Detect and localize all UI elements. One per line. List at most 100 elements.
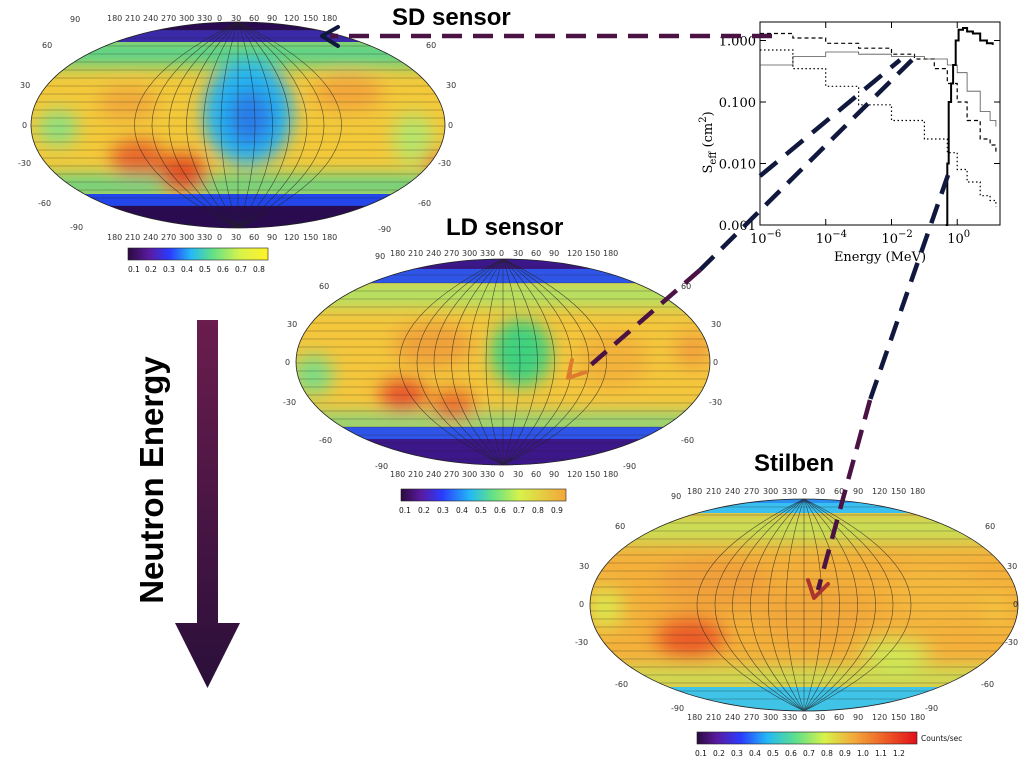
colorbar-tick: 1.1 xyxy=(875,749,887,758)
series-line xyxy=(945,27,994,226)
colorbar-tick: 0.3 xyxy=(731,749,743,758)
lon-tick: 60 xyxy=(531,249,541,258)
lon-tick: 180 xyxy=(910,487,925,496)
lat-tick: 30 xyxy=(711,320,721,329)
lon-tick: 240 xyxy=(725,713,740,722)
lat-tick: 60 xyxy=(426,41,436,50)
lon-tick: 60 xyxy=(834,487,844,496)
stilben-lon-ticks-top: 180 210 240 270 300 330 0 30 60 90 120 1… xyxy=(687,487,925,496)
ld-colorbar: 0.1 0.2 0.3 0.4 0.5 0.6 0.7 0.8 0.9 xyxy=(399,488,567,515)
lat-tick: 90 xyxy=(375,252,385,261)
colorbar-tick: 0.1 xyxy=(128,265,140,274)
lon-tick: 300 xyxy=(763,713,778,722)
lon-tick: 180 xyxy=(322,233,337,242)
colorbar-tick: 0.4 xyxy=(456,506,468,515)
lon-tick: 90 xyxy=(267,14,277,23)
lat-tick: 60 xyxy=(985,522,995,531)
stilben-lat-ticks-right: 60 30 0 -30 -60 -90 xyxy=(925,522,1018,713)
lon-tick: 60 xyxy=(249,14,259,23)
lat-tick: 60 xyxy=(319,282,329,291)
lon-tick: 270 xyxy=(744,713,759,722)
stilben-map-panel: 180 210 240 270 300 330 0 30 60 90 120 1… xyxy=(575,483,1024,768)
lon-tick: 240 xyxy=(143,233,158,242)
ld-lon-ticks-top: 180 210 240 270 300 330 0 30 60 90 120 1… xyxy=(390,249,618,258)
lon-tick: 180 xyxy=(910,713,925,722)
colorbar-tick: 0.4 xyxy=(749,749,761,758)
plot-frame xyxy=(759,21,1001,226)
series-line xyxy=(760,32,997,153)
lon-tick: 60 xyxy=(531,470,541,479)
lat-tick: 0 xyxy=(448,121,453,130)
lat-tick: -90 xyxy=(70,223,83,232)
lon-tick: 90 xyxy=(267,233,277,242)
colorbar-tick: 0.6 xyxy=(785,749,797,758)
lon-tick: 270 xyxy=(161,14,176,23)
lon-tick: 270 xyxy=(444,249,459,258)
ld-sensor-title: LD sensor xyxy=(446,214,564,241)
lon-tick: 90 xyxy=(549,470,559,479)
lat-tick: 60 xyxy=(42,41,52,50)
sd-lat-ticks-right: 60 30 0 -30 -60 -90 xyxy=(378,41,456,234)
lat-tick: -30 xyxy=(18,159,31,168)
lon-tick: 90 xyxy=(853,713,863,722)
lat-tick: 0 xyxy=(713,358,718,367)
lat-tick: 60 xyxy=(615,522,625,531)
lat-tick: -60 xyxy=(38,199,51,208)
lon-tick: 180 xyxy=(603,249,618,258)
lat-tick: 60 xyxy=(681,282,691,291)
colorbar-unit: Counts/sec xyxy=(921,734,962,743)
lat-tick: -60 xyxy=(681,436,694,445)
ld-lat-ticks-left: 90 60 30 0 -30 -60 -90 xyxy=(283,252,388,471)
lon-tick: 120 xyxy=(284,14,299,23)
colorbar-tick: 1.2 xyxy=(893,749,905,758)
lon-tick: 270 xyxy=(161,233,176,242)
lon-tick: 30 xyxy=(815,487,825,496)
lon-tick: 30 xyxy=(513,470,523,479)
lon-tick: 330 xyxy=(197,233,212,242)
lat-tick: -30 xyxy=(1005,638,1018,647)
lon-tick: 270 xyxy=(444,470,459,479)
stilben-lon-ticks-bottom: 180 210 240 270 300 330 0 30 60 90 120 1… xyxy=(687,713,925,722)
lon-tick: 30 xyxy=(815,713,825,722)
lon-tick: 330 xyxy=(782,487,797,496)
sd-colorbar: 0.1 0.2 0.3 0.4 0.5 0.6 0.7 0.8 xyxy=(127,247,269,274)
colorbar-tick: 0.5 xyxy=(475,506,487,515)
lat-tick: 30 xyxy=(287,320,297,329)
lon-tick: 180 xyxy=(322,14,337,23)
lat-tick: 30 xyxy=(1007,562,1017,571)
lon-tick: 330 xyxy=(480,470,495,479)
ld-map: 180 210 240 270 300 330 0 30 60 90 120 1… xyxy=(283,249,722,515)
lat-tick: -30 xyxy=(283,398,296,407)
lat-tick: 0 xyxy=(579,600,584,609)
lon-tick: 180 xyxy=(390,470,405,479)
colorbar-tick: 0.1 xyxy=(695,749,707,758)
colorbar-tick: 0.9 xyxy=(839,749,851,758)
lat-tick: -60 xyxy=(615,680,628,689)
lon-tick: 330 xyxy=(782,713,797,722)
sd-map-panel: 180 210 240 270 300 330 0 30 60 90 120 1… xyxy=(18,8,458,278)
neutron-energy-label: Neutron Energy xyxy=(133,356,170,604)
lat-tick: -30 xyxy=(438,159,451,168)
lon-tick: 30 xyxy=(231,14,241,23)
lat-tick: 30 xyxy=(20,81,30,90)
lat-tick: -90 xyxy=(925,704,938,713)
lon-tick: 300 xyxy=(462,470,477,479)
lat-tick: -60 xyxy=(319,436,332,445)
colorbar-tick: 0.3 xyxy=(163,265,175,274)
lon-tick: 0 xyxy=(217,14,222,23)
lat-tick: -60 xyxy=(418,199,431,208)
lon-tick: 210 xyxy=(706,713,721,722)
sd-lat-ticks-left: 90 60 30 0 -30 -60 -90 xyxy=(18,15,83,232)
lat-tick: 30 xyxy=(579,562,589,571)
x-tick-label: 100 xyxy=(947,229,970,247)
lon-tick: 240 xyxy=(143,14,158,23)
colorbar-tick: 0.6 xyxy=(494,506,506,515)
y-tick-label: 0.010 xyxy=(719,158,756,173)
colorbar-tick: 0.8 xyxy=(532,506,544,515)
lat-tick: -90 xyxy=(671,704,684,713)
lon-tick: 120 xyxy=(284,233,299,242)
lon-tick: 0 xyxy=(499,249,504,258)
colorbar-tick: 0.8 xyxy=(821,749,833,758)
lon-tick: 180 xyxy=(603,470,618,479)
lon-tick: 330 xyxy=(197,14,212,23)
